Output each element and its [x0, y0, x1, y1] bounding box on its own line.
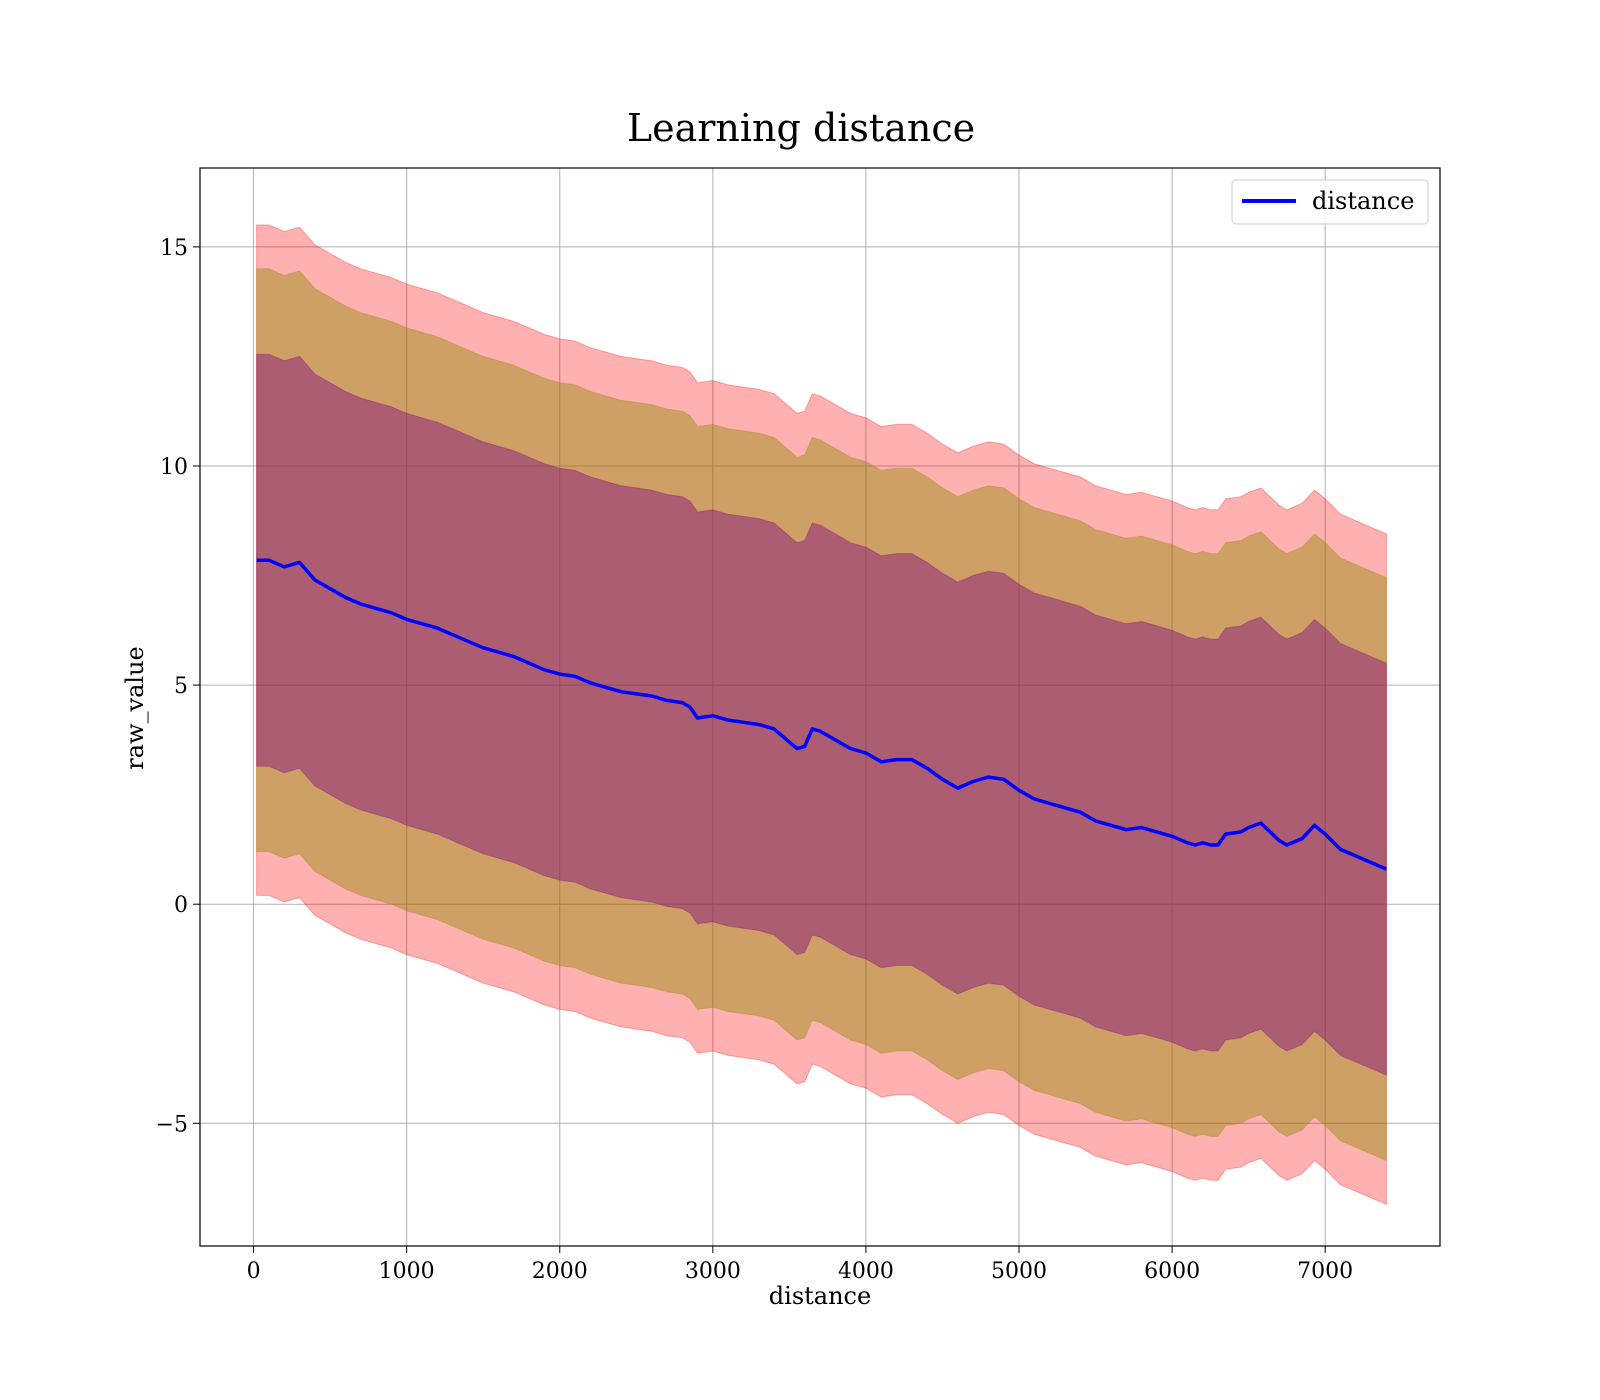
x-tick-label: 0: [247, 1259, 261, 1284]
y-tick-label: −5: [156, 1112, 188, 1137]
y-tick-label: 5: [174, 674, 188, 699]
grid-lines: [200, 168, 1440, 1246]
y-axis-label: raw_value: [121, 646, 149, 770]
x-tick-label: 5000: [991, 1259, 1047, 1284]
y-tick-label: 10: [160, 455, 188, 480]
x-tick-label: 7000: [1297, 1259, 1353, 1284]
chart-title: Learning distance: [627, 106, 975, 150]
band-inner: [256, 353, 1387, 1076]
legend-label-distance: distance: [1312, 187, 1414, 215]
band-middle: [256, 268, 1387, 1162]
legend: distance: [1231, 179, 1429, 225]
y-tick-label: 0: [174, 893, 188, 918]
uncertainty-bands: [256, 224, 1387, 1206]
y-tick-label: 15: [160, 236, 188, 261]
x-tick-label: 2000: [532, 1259, 588, 1284]
x-tick-label: 1000: [379, 1259, 435, 1284]
band-outer: [256, 224, 1387, 1206]
x-tick-label: 3000: [685, 1259, 741, 1284]
x-tick-label: 6000: [1144, 1259, 1200, 1284]
legend-box: [1231, 179, 1429, 225]
x-tick-label: 4000: [838, 1259, 894, 1284]
series-lines: [256, 558, 1388, 871]
x-axis-label: distance: [769, 1282, 871, 1310]
axis-ticks: 0 1000 2000 3000 4000 5000 6000 7000 −5 0 5 10 15: [156, 236, 1354, 1284]
plot-frame: [199, 167, 1441, 1247]
series-line-distance: [256, 558, 1388, 871]
